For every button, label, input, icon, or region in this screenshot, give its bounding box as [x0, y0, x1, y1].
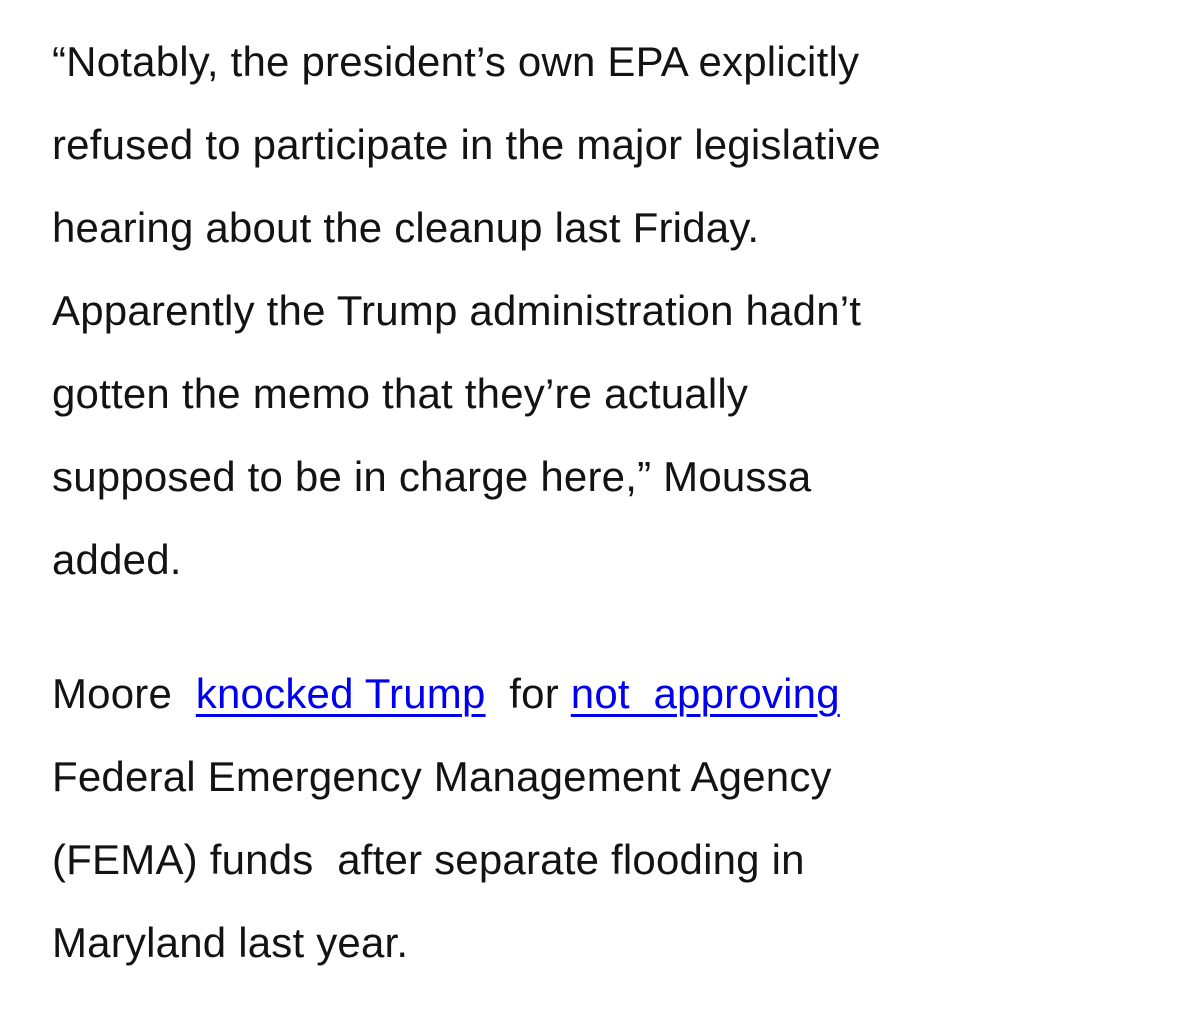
text-line: Federal Emergency Management Agency	[52, 735, 1152, 818]
text-line: added.	[52, 518, 1152, 601]
text-segment: Maryland last year.	[52, 919, 409, 966]
text-segment: Federal Emergency Management Agency	[52, 753, 832, 800]
text-segment: gotten the memo that they’re actually	[52, 370, 749, 417]
knocked-trump-link[interactable]: knocked Trump	[195, 670, 486, 717]
text-line: “Notably, the president’s own EPA explic…	[52, 20, 1152, 103]
text-line: supposed to be in charge here,” Moussa	[52, 435, 1152, 518]
paragraph: Moore knocked Trump for not approving Fed…	[52, 652, 1152, 984]
text-line: gotten the memo that they’re actually	[52, 352, 1152, 435]
text-line: Apparently the Trump administration hadn…	[52, 269, 1152, 352]
text-line: hearing about the cleanup last Friday.	[52, 186, 1152, 269]
text-segment: added.	[52, 536, 182, 583]
text-line: refused to participate in the major legi…	[52, 103, 1152, 186]
not-approving-link[interactable]: not approving	[570, 670, 840, 717]
paragraph: “Notably, the president’s own EPA explic…	[52, 20, 1152, 601]
text-segment: “Notably, the president’s own EPA explic…	[52, 38, 860, 85]
text-segment: Apparently the Trump administration hadn…	[52, 287, 862, 334]
text-segment: refused to participate in the major legi…	[52, 121, 881, 168]
text-line: Maryland last year.	[52, 901, 1152, 984]
text-segment: (FEMA) funds after separate flooding in	[52, 836, 805, 883]
text-segment: Moore	[52, 670, 196, 717]
article-body: “Notably, the president’s own EPA explic…	[52, 20, 1152, 984]
text-line: (FEMA) funds after separate flooding in	[52, 818, 1152, 901]
text-segment: for	[485, 670, 571, 717]
text-segment: hearing about the cleanup last Friday.	[52, 204, 760, 251]
text-segment: supposed to be in charge here,” Moussa	[52, 453, 812, 500]
text-line: Moore knocked Trump for not approving	[52, 652, 1152, 735]
